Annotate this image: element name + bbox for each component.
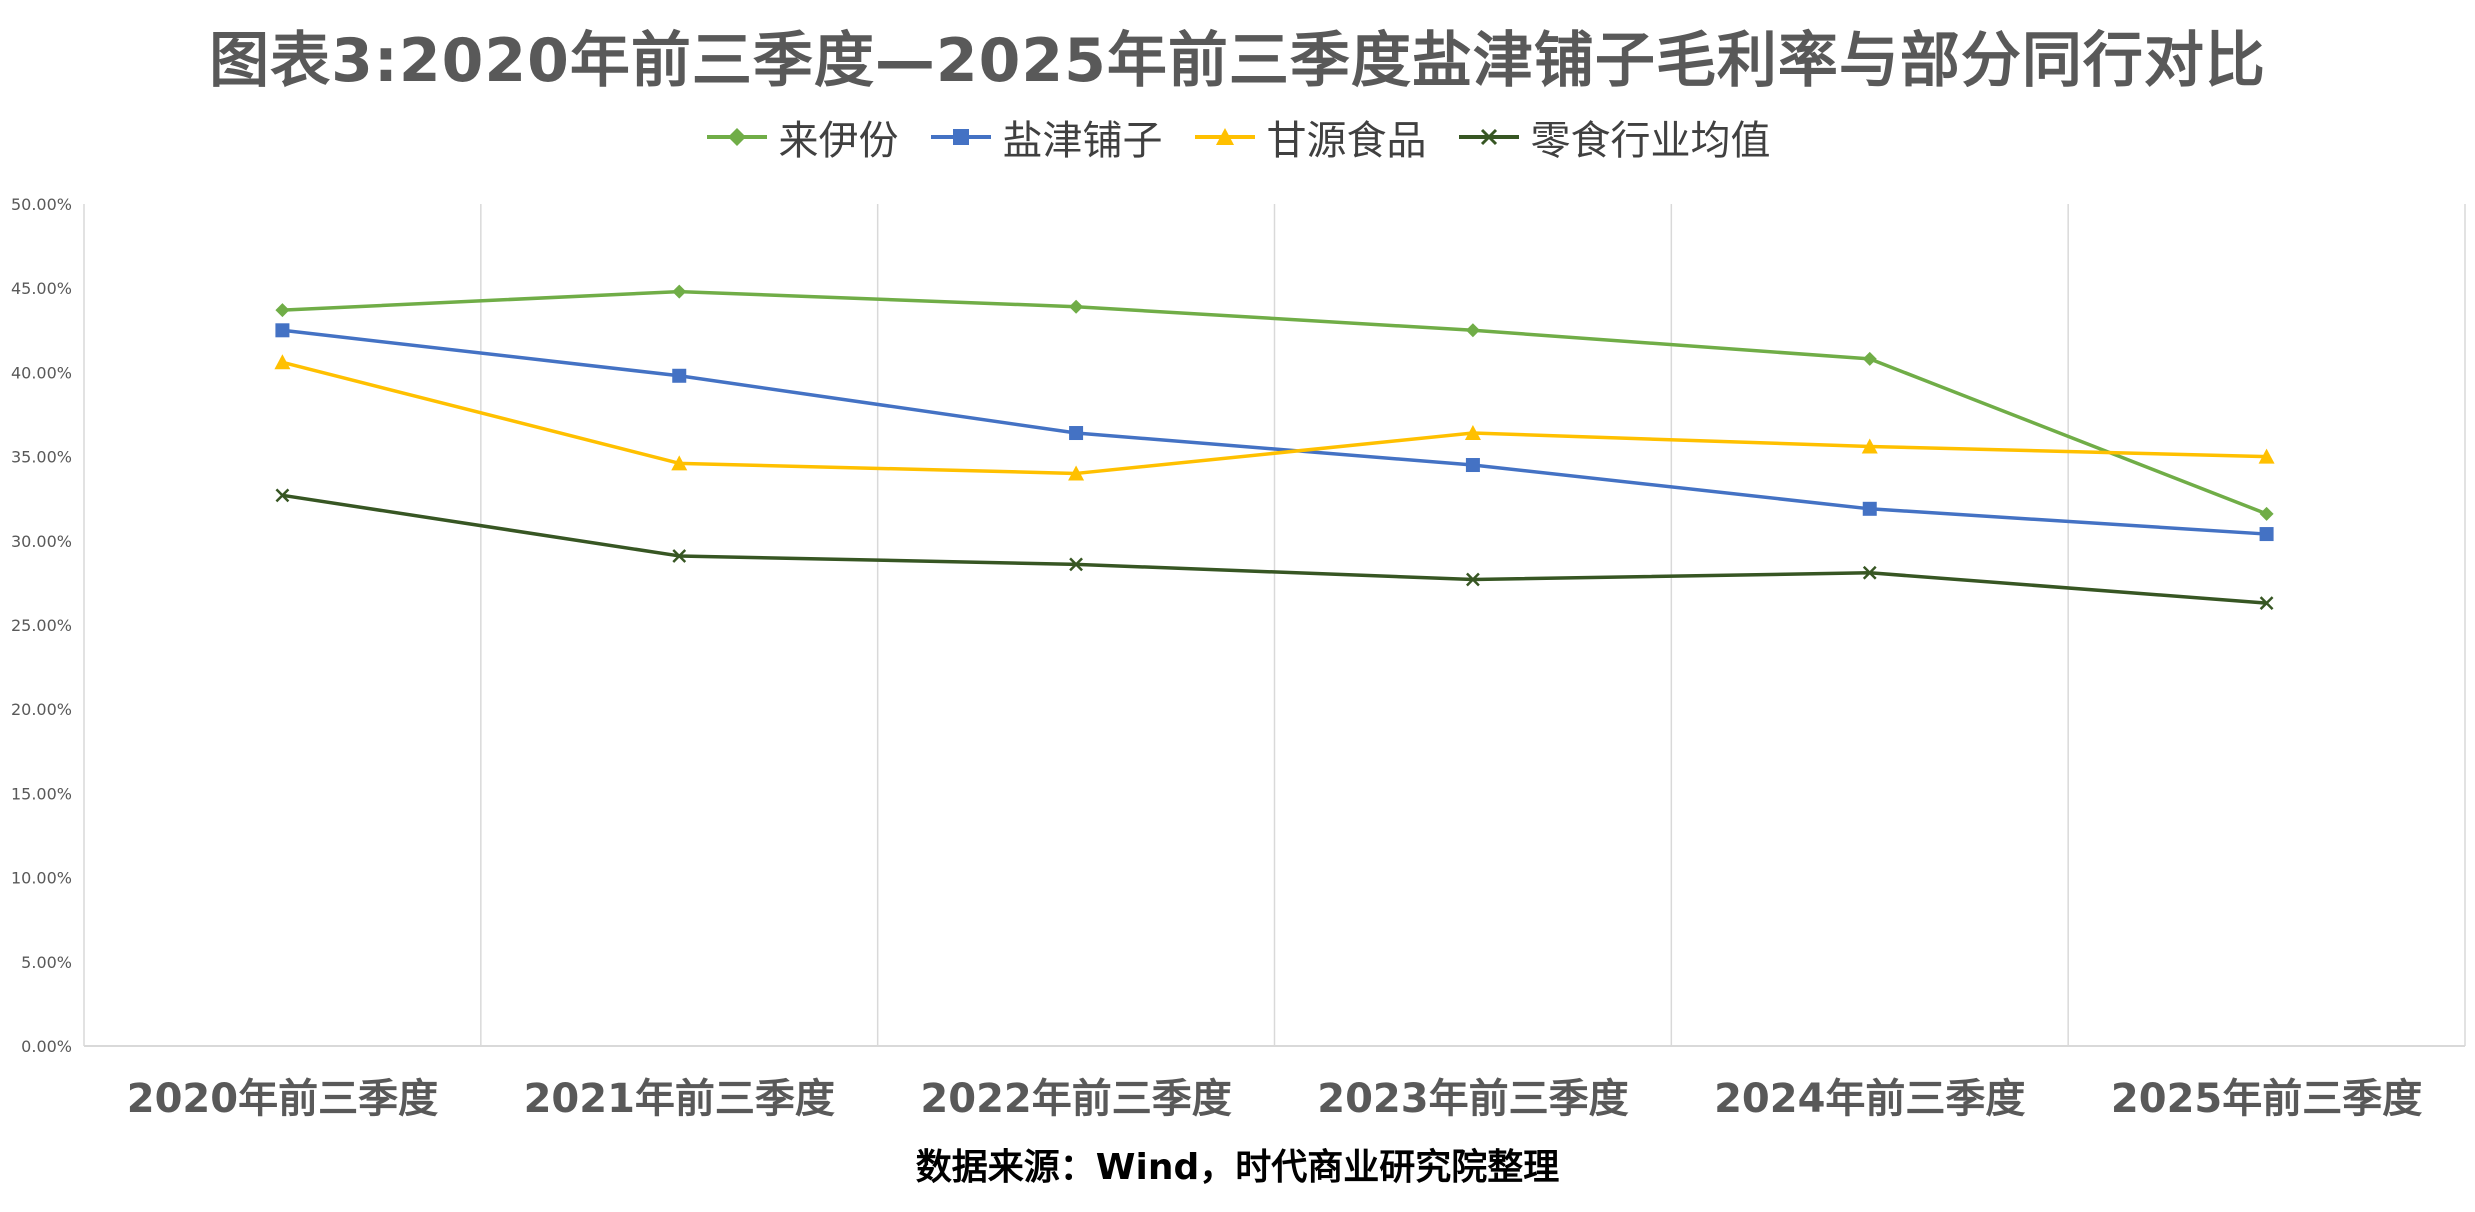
y-tick-label: 25.00%: [11, 616, 72, 635]
data-point-1-4: [1862, 501, 1877, 516]
series-line-0: [282, 289, 2268, 516]
legend-swatch-laiyifen: [706, 128, 767, 146]
y-tick-label: 5.00%: [21, 953, 72, 972]
legend-label-laiyifen: 来伊份: [778, 118, 899, 164]
y-tick-label: 0.00%: [21, 1037, 72, 1056]
legend-label-ganyuan: 甘源食品: [1266, 118, 1427, 164]
legend-swatch-yanjinpuzi: [930, 129, 991, 145]
data-point-3-0: [275, 488, 290, 503]
x-tick-label: 2021年前三季度: [524, 1076, 835, 1122]
y-tick-label: 50.00%: [11, 195, 72, 214]
data-point-1-2: [1069, 426, 1084, 441]
data-point-3-3: [1466, 572, 1480, 587]
legend-label-industry-avg: 零食行业均值: [1530, 118, 1771, 164]
data-point-1-0: [275, 323, 290, 338]
y-tick-label: 15.00%: [11, 784, 72, 803]
y-tick-label: 20.00%: [11, 700, 72, 719]
legend-item-industry-avg: 零食行业均值: [1457, 108, 1771, 166]
data-point-3-1: [672, 549, 687, 563]
data-point-0-2: [1069, 299, 1084, 314]
legend: 来伊份 盐津铺子 甘源食品 零食行业均值: [0, 108, 2475, 166]
x-tick-label: 2020年前三季度: [127, 1076, 438, 1122]
data-point-2-1: [671, 455, 688, 471]
data-point-0-0: [275, 303, 290, 318]
data-point-0-1: [672, 284, 687, 299]
data-point-3-5: [2259, 596, 2274, 610]
legend-item-laiyifen: 来伊份: [705, 108, 899, 166]
data-point-0-3: [1465, 323, 1480, 338]
data-point-0-4: [1862, 351, 1877, 366]
data-point-2-4: [1861, 438, 1878, 454]
y-tick-label: 30.00%: [11, 532, 72, 551]
y-tick-label: 10.00%: [11, 869, 72, 888]
x-tick-label: 2024年前三季度: [1714, 1076, 2025, 1122]
legend-label-yanjinpuzi: 盐津铺子: [1002, 118, 1163, 164]
legend-swatch-industry-avg: [1458, 128, 1519, 146]
series-line-1: [282, 328, 2267, 536]
x-tick-label: 2025年前三季度: [2111, 1076, 2422, 1122]
chart-title: 图表3:2020年前三季度—2025年前三季度盐津铺子毛利率与部分同行对比: [209, 26, 2266, 96]
legend-item-yanjinpuzi: 盐津铺子: [929, 108, 1163, 166]
data-point-2-2: [1068, 465, 1085, 481]
data-point-2-3: [1464, 425, 1481, 441]
x-tick-label: 2023年前三季度: [1317, 1076, 1628, 1122]
legend-swatch-ganyuan: [1194, 128, 1255, 145]
data-point-3-4: [1862, 565, 1877, 580]
y-tick-label: 40.00%: [11, 363, 72, 382]
data-point-1-3: [1465, 458, 1480, 473]
y-tick-label: 35.00%: [11, 448, 72, 467]
y-tick-label: 45.00%: [11, 279, 72, 298]
data-point-1-5: [2259, 527, 2274, 542]
data-point-1-1: [672, 368, 687, 383]
legend-item-ganyuan: 甘源食品: [1193, 108, 1427, 166]
x-tick-label: 2022年前三季度: [920, 1076, 1231, 1122]
data-point-2-5: [2258, 448, 2275, 464]
series-line-3: [282, 493, 2267, 605]
series-line-2: [281, 360, 2267, 476]
data-point-0-5: [2259, 506, 2274, 521]
source-note: 数据来源：Wind，时代商业研究院整理: [915, 1147, 1560, 1188]
data-point-2-0: [274, 354, 291, 370]
data-point-3-2: [1069, 557, 1083, 572]
